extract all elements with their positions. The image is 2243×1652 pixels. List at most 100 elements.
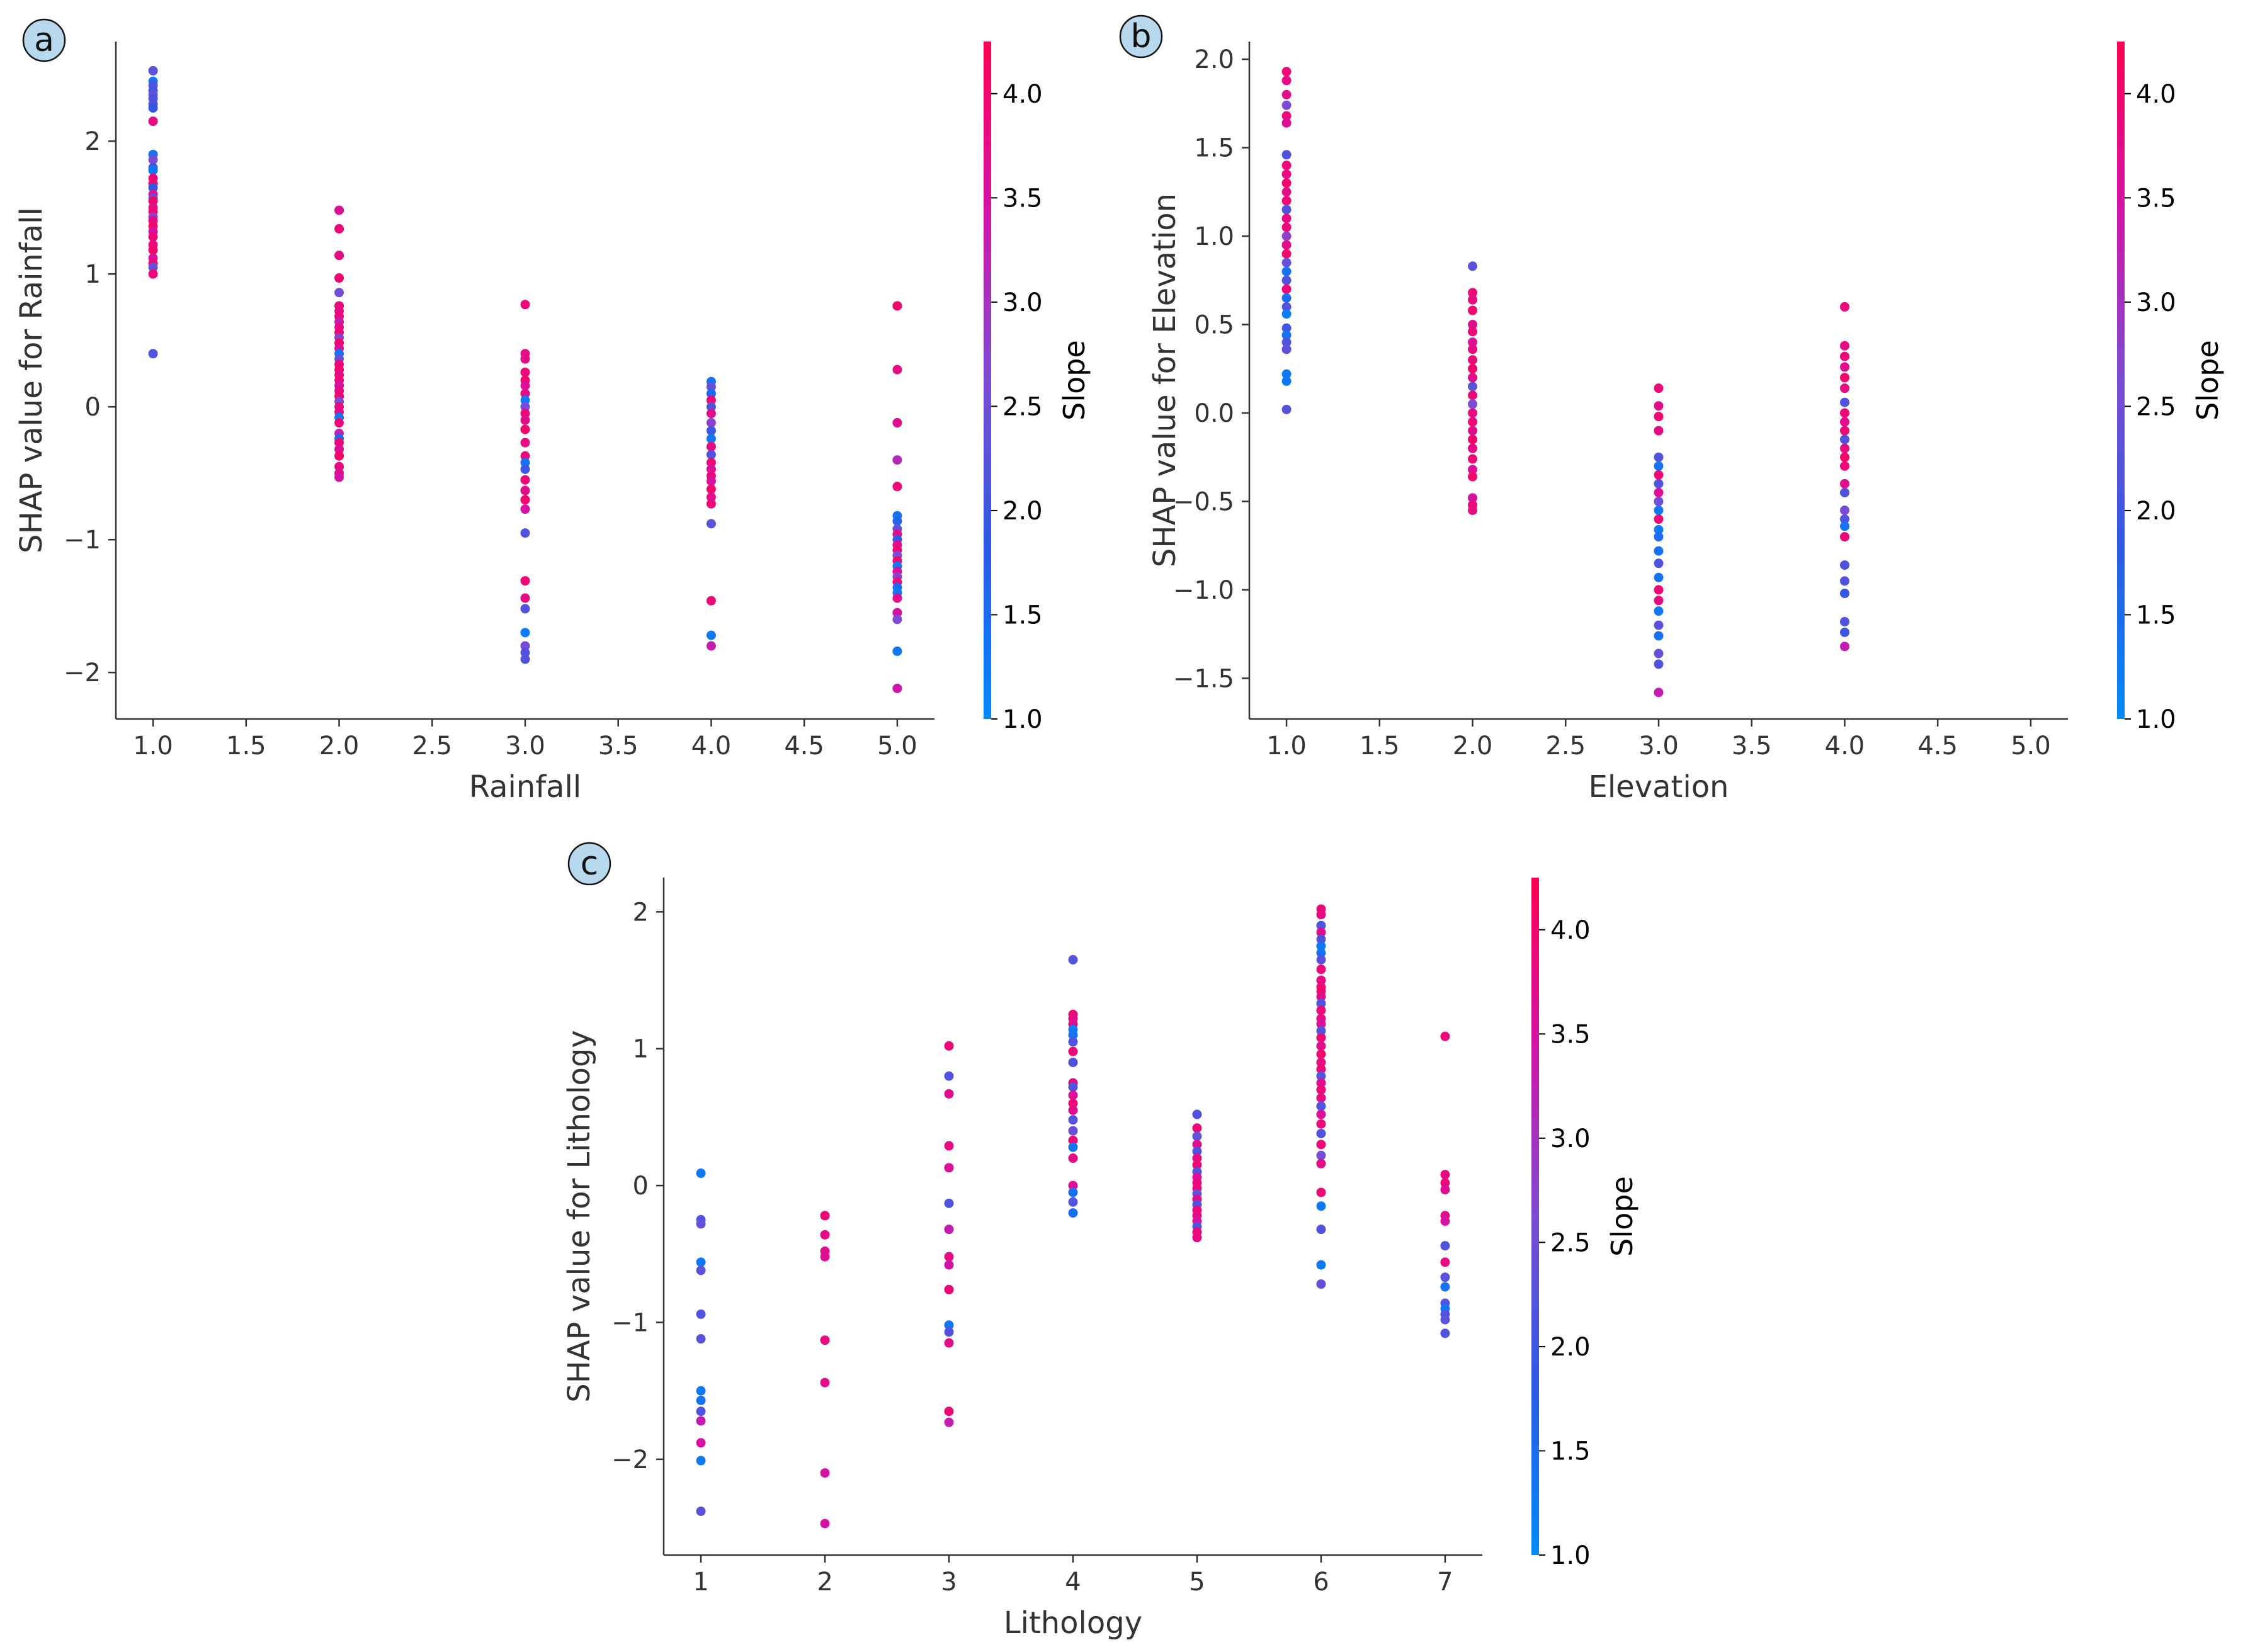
data-point	[706, 402, 716, 412]
data-point	[1281, 249, 1292, 259]
data-point	[334, 251, 344, 261]
colorbar-label: Slope	[2191, 340, 2225, 421]
data-point	[696, 1506, 706, 1516]
data-point	[148, 232, 158, 242]
data-point	[1068, 1030, 1078, 1040]
data-point	[706, 426, 716, 436]
y-tick-label: 2	[633, 898, 649, 927]
x-tick-label: 1.5	[226, 732, 266, 761]
panel-badge-label: b	[1130, 18, 1151, 55]
data-point	[1281, 111, 1292, 121]
data-point	[148, 263, 158, 273]
data-point	[1839, 443, 1849, 453]
data-point	[1316, 920, 1326, 931]
data-point	[148, 116, 158, 127]
data-point	[1654, 596, 1664, 606]
x-tick-label: 2.0	[319, 732, 360, 761]
colorbar-tick-label: 3.0	[1002, 288, 1043, 317]
data-point	[1192, 1140, 1202, 1150]
data-point	[1068, 1115, 1078, 1125]
data-point	[1839, 505, 1849, 515]
colorbar-tick-label: 2.0	[1002, 497, 1043, 526]
data-point	[820, 1519, 830, 1529]
colorbar-tick-label: 3.5	[1550, 1020, 1591, 1049]
data-point	[520, 593, 530, 603]
x-tick-label: 4.0	[1825, 732, 1865, 761]
data-point	[1316, 1093, 1326, 1103]
data-point	[520, 504, 530, 514]
data-point	[820, 1378, 830, 1388]
data-point	[1839, 434, 1849, 444]
data-point	[706, 382, 716, 392]
data-point	[1654, 620, 1664, 630]
data-point	[334, 461, 344, 472]
data-point	[1316, 999, 1326, 1009]
data-point	[1316, 1150, 1326, 1160]
y-tick-label: 1	[85, 260, 101, 289]
data-point	[1068, 1057, 1078, 1067]
data-point	[944, 1198, 954, 1208]
data-point	[1839, 302, 1849, 312]
data-point	[696, 1395, 706, 1405]
y-tick-label: −2	[64, 659, 101, 687]
x-tick-label: 4.5	[1917, 732, 1958, 761]
data-point	[1068, 1135, 1078, 1145]
data-point	[1068, 1082, 1078, 1092]
data-point	[334, 444, 344, 455]
colorbar-tick-label: 2.0	[1550, 1333, 1591, 1362]
x-tick-label: 2.5	[1545, 732, 1586, 761]
x-tick-label: 4.5	[784, 732, 824, 761]
data-point	[1281, 293, 1292, 303]
data-point	[1316, 1026, 1326, 1036]
data-point	[1316, 927, 1326, 937]
data-point	[148, 269, 158, 279]
data-point	[1468, 434, 1478, 444]
data-point	[944, 1417, 954, 1427]
data-point	[1281, 150, 1292, 160]
x-tick-label: 5.0	[877, 732, 917, 761]
data-point	[1281, 67, 1292, 77]
data-point	[148, 155, 158, 165]
data-point	[1281, 161, 1292, 171]
data-point	[1654, 496, 1664, 506]
data-point	[1468, 288, 1478, 298]
data-point	[944, 1163, 954, 1173]
data-point	[892, 516, 902, 526]
data-point	[1068, 1208, 1078, 1218]
data-point	[892, 455, 902, 465]
data-point	[520, 424, 530, 434]
data-point	[706, 492, 716, 502]
data-point	[1839, 452, 1849, 462]
data-point	[1440, 1185, 1450, 1195]
x-axis-label: Lithology	[1004, 1605, 1142, 1641]
data-point	[1654, 585, 1664, 595]
data-point	[1468, 426, 1478, 436]
colorbar-tick-label: 1.5	[1550, 1437, 1591, 1466]
data-point	[148, 245, 158, 255]
data-point	[1192, 1160, 1202, 1170]
data-point	[1192, 1131, 1202, 1141]
x-tick-label: 2.5	[412, 732, 452, 761]
data-point	[1281, 187, 1292, 197]
y-tick-label: −1.0	[1173, 576, 1234, 605]
data-point	[1440, 1170, 1450, 1180]
data-point	[1316, 1187, 1326, 1197]
data-point	[944, 1225, 954, 1235]
data-point	[892, 614, 902, 625]
data-point	[1068, 1090, 1078, 1100]
data-point	[706, 388, 716, 399]
data-point	[944, 1041, 954, 1051]
data-point	[706, 596, 716, 606]
data-point	[1468, 454, 1478, 464]
data-point	[1281, 376, 1292, 386]
colorbar	[984, 42, 991, 719]
data-point	[1839, 373, 1849, 383]
data-point	[1316, 1085, 1326, 1095]
data-point	[1281, 205, 1292, 215]
data-point	[1316, 1041, 1326, 1051]
data-point	[1839, 341, 1849, 351]
data-point	[1316, 1005, 1326, 1016]
data-point	[706, 484, 716, 494]
data-point	[1654, 659, 1664, 669]
